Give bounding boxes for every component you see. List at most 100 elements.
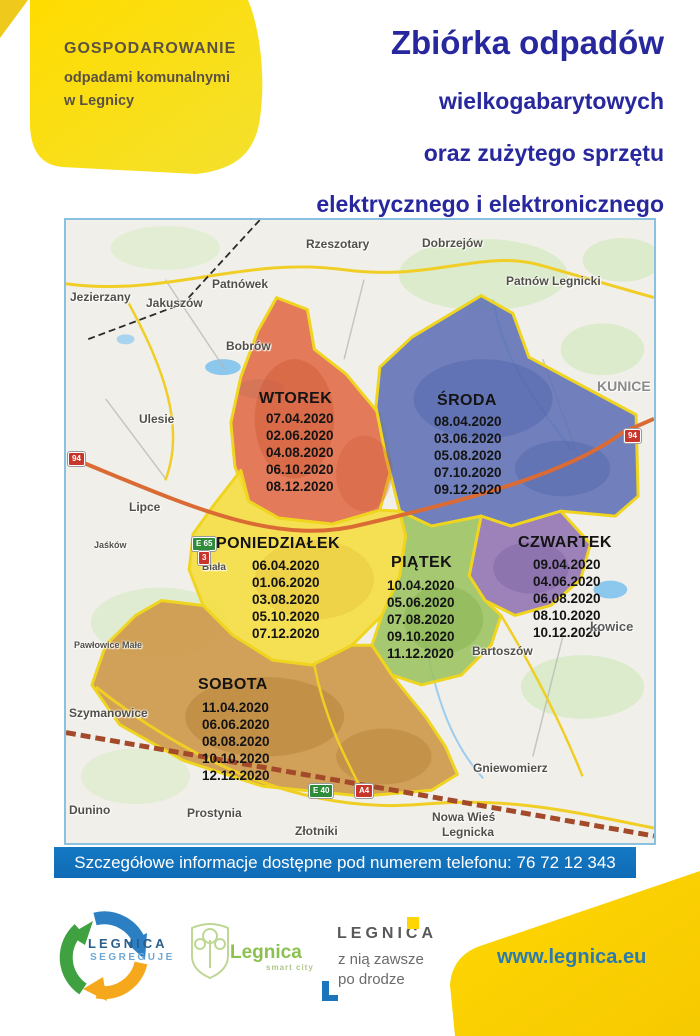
zone-czwartek-day-label: CZWARTEK [518, 534, 612, 551]
collection-date: 07.08.2020 [387, 612, 455, 627]
place-label: Dobrzejów [422, 236, 483, 250]
place-label: Dunino [69, 803, 111, 817]
brand-tagline1: z nią zawsze [338, 951, 424, 968]
badge-city: w Legnicy [64, 93, 135, 109]
place-label: Legnicka [442, 825, 495, 839]
zone-sobota-day-label: SOBOTA [198, 676, 268, 693]
place-label: Bartoszów [472, 644, 533, 658]
zone-poniedzialek-day-label: PONIEDZIAŁEK [216, 535, 340, 552]
recycling-arrows-icon [59, 911, 148, 1001]
place-label: KUNICE [597, 378, 651, 394]
place-label: kowice [590, 619, 634, 634]
collection-date: 08.04.2020 [434, 414, 502, 429]
place-label: Nowa Wieś [432, 810, 496, 824]
place-label: Jakuszów [146, 296, 203, 310]
collection-date: 06.04.2020 [252, 558, 320, 573]
zone-sobota-dates: 11.04.2020 06.06.2020 08.08.2020 10.10.2020… [202, 699, 270, 784]
website-banner-shape [450, 871, 700, 1036]
segreguje-logo-name: LEGNICA [88, 936, 168, 951]
yellow-badge-shape [29, 0, 263, 174]
collection-date: 10.12.2020 [533, 625, 601, 640]
zone-sroda [374, 294, 640, 528]
collection-date: 09.12.2020 [434, 482, 502, 497]
collection-date: 09.04.2020 [533, 557, 601, 572]
collection-date: 03.06.2020 [434, 431, 502, 446]
badge-title: GOSPODAROWANIE [64, 40, 237, 57]
map-base-graphics [66, 220, 654, 839]
collection-date: 01.06.2020 [252, 575, 320, 590]
collection-date: 12.12.2020 [202, 768, 270, 783]
legnica-brand-name: LEGNICA [337, 925, 437, 942]
zone-piatek-dates: 10.04.2020 05.06.2020 07.08.2020 09.10.2020… [387, 577, 455, 662]
road-sign-e65: E 65 [192, 537, 217, 551]
map-labels-layer: WTOREK 07.04.2020 02.06.2020 04.08.2020 06.1… [66, 220, 654, 843]
collection-date: 03.08.2020 [252, 592, 320, 607]
poster-title-line4: elektrycznego i elektronicznego [316, 191, 664, 217]
collection-date: 10.04.2020 [387, 578, 455, 593]
place-label: Lipce [129, 500, 161, 514]
collection-date: 05.08.2020 [434, 448, 502, 463]
road-sign-94: 94 [624, 429, 641, 443]
collection-date: 09.10.2020 [387, 629, 455, 644]
zone-czwartek [467, 509, 592, 617]
collection-zones [90, 294, 640, 798]
place-label: Biała [202, 562, 226, 573]
zone-sroda-dates: 08.04.2020 03.06.2020 05.08.2020 07.10.2020… [434, 413, 502, 498]
place-label: Jezierzany [70, 290, 131, 304]
collection-date: 07.10.2020 [434, 465, 502, 480]
collection-date: 08.08.2020 [202, 734, 270, 749]
collection-date: 05.06.2020 [387, 595, 455, 610]
place-label: Pawłowice Małe [74, 640, 143, 650]
brand-tagline2: po drodze [338, 971, 405, 988]
collection-date: 06.10.2020 [266, 462, 334, 477]
website-link[interactable]: www.legnica.eu [497, 946, 647, 968]
place-label: Patnówek [212, 277, 269, 291]
place-label: Patnów Legnicki [506, 274, 601, 288]
brand-yellow-square [407, 917, 419, 929]
collection-date: 07.12.2020 [252, 626, 320, 641]
zone-sroda-day-label: ŚRODA [437, 392, 497, 409]
smart-city-logo-sub: smart city [266, 963, 314, 972]
collection-date: 08.12.2020 [266, 479, 334, 494]
collection-date: 02.06.2020 [266, 428, 334, 443]
smart-city-tree-icon [191, 923, 229, 980]
poster-title-line1: Zbiórka odpadów [390, 24, 664, 61]
place-label: Szymanowice [69, 706, 148, 720]
place-label: Gniewomierz [473, 761, 548, 775]
collection-date: 06.06.2020 [202, 717, 270, 732]
legnica-zone-map: WTOREK 07.04.2020 02.06.2020 04.08.2020 06.1… [64, 218, 656, 845]
segreguje-logo-sub: SEGREGUJE [90, 952, 175, 963]
road-sign-3: 3 [198, 551, 211, 565]
poster-title-line2: wielkogabarytowych [439, 88, 664, 114]
collection-date: 11.04.2020 [202, 700, 269, 715]
road-sign-e40: E 40 [309, 784, 334, 798]
road-sign-a4: A4 [355, 784, 374, 798]
smart-city-logo-name: Legnica [230, 942, 302, 963]
place-label: Ulesie [139, 412, 175, 426]
zone-wtorek-dates: 07.04.2020 02.06.2020 04.08.2020 06.10.2020… [266, 410, 334, 495]
place-label: Prostynia [187, 806, 242, 820]
zone-poniedzialek-dates: 06.04.2020 01.06.2020 03.08.2020 05.10.2020… [252, 557, 320, 642]
poster-title-line3: oraz zużytego sprzętu [423, 140, 664, 166]
zone-piatek-day-label: PIĄTEK [391, 554, 453, 571]
road-sign-94: 94 [68, 452, 85, 466]
collection-date: 04.08.2020 [266, 445, 334, 460]
collection-date: 11.12.2020 [387, 646, 454, 661]
place-label: Jaśków [94, 540, 127, 550]
collection-date: 05.10.2020 [252, 609, 320, 624]
collection-date: 08.10.2020 [533, 608, 601, 623]
brand-blue-l-mark [322, 981, 338, 1001]
major-roads [66, 220, 654, 839]
collection-date: 04.06.2020 [533, 574, 601, 589]
badge-subtitle: odpadami komunalnymi [64, 70, 230, 86]
zone-wtorek-day-label: WTOREK [259, 390, 333, 407]
zone-czwartek-dates: 09.04.2020 04.06.2020 06.08.2020 08.10.2020… [533, 556, 601, 641]
collection-date: 06.08.2020 [533, 591, 601, 606]
place-label: Bobrów [226, 339, 271, 353]
info-bar: Szczegółowe informacje dostępne pod nume… [54, 847, 636, 878]
collection-date: 07.04.2020 [266, 411, 334, 426]
place-label: Złotniki [295, 824, 338, 838]
collection-date: 10.10.2020 [202, 751, 270, 766]
place-label: Rzeszotary [306, 237, 370, 251]
